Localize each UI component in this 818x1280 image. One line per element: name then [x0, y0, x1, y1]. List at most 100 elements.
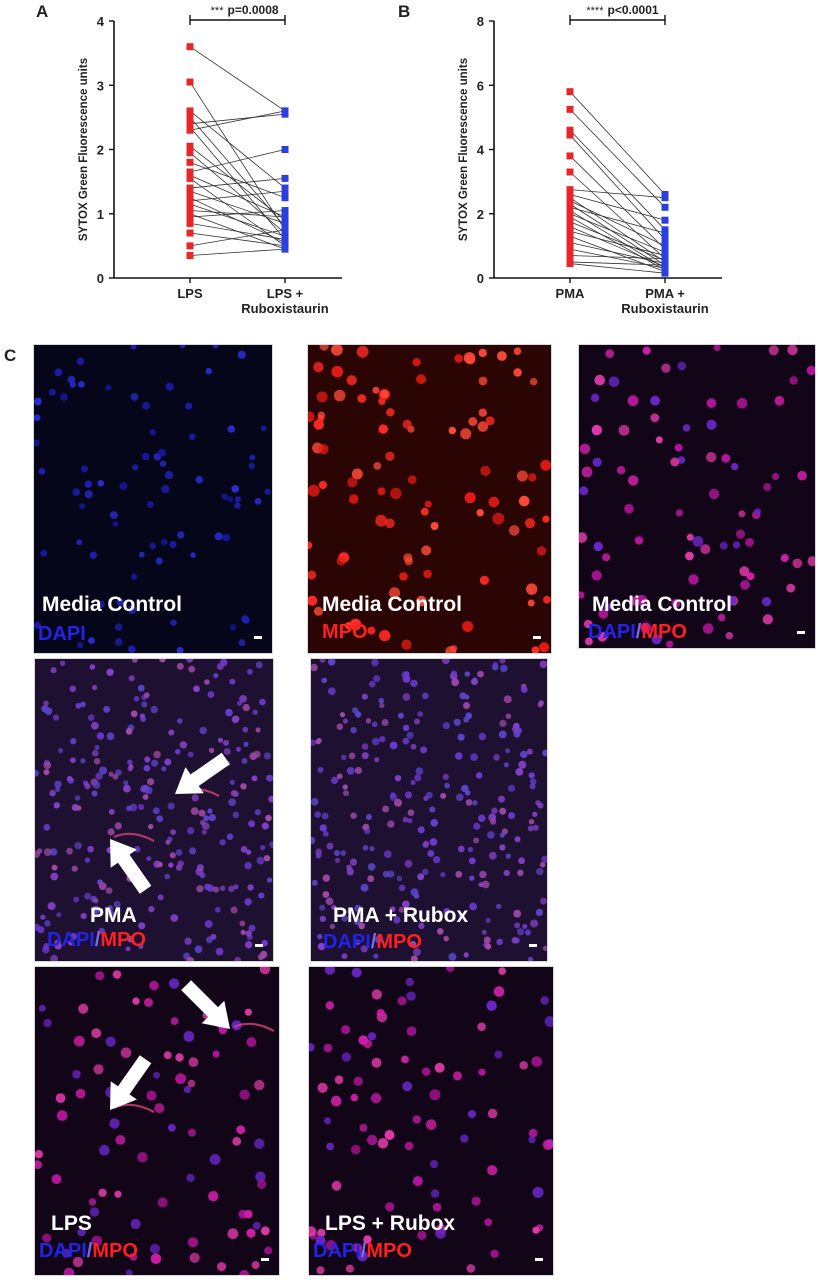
cell-nucleus	[401, 639, 412, 650]
cell-nucleus	[205, 367, 212, 375]
cell-nucleus	[43, 700, 49, 706]
cell-nucleus	[133, 696, 140, 702]
cell-nucleus	[528, 1136, 536, 1144]
point-group2	[281, 187, 289, 195]
cell-nucleus	[322, 874, 330, 882]
cell-nucleus	[47, 902, 56, 911]
cell-nucleus	[486, 1000, 497, 1011]
cell-nucleus	[69, 932, 78, 940]
stain-dapi: DAPI	[323, 931, 371, 953]
cell-nucleus	[35, 1150, 43, 1159]
cell-nucleus	[384, 518, 395, 529]
cell-nucleus	[797, 470, 807, 481]
cell-nucleus	[430, 1189, 440, 1198]
scale-bar	[529, 944, 537, 947]
cell-nucleus	[80, 912, 87, 920]
cell-nucleus	[161, 485, 170, 494]
cell-nucleus	[627, 475, 639, 486]
cell-nucleus	[84, 480, 93, 488]
point-group1	[186, 43, 194, 51]
cell-nucleus	[473, 822, 481, 830]
cell-nucleus	[478, 732, 487, 741]
cell-nucleus	[230, 906, 238, 914]
cell-nucleus	[157, 1197, 168, 1208]
cell-nucleus	[52, 714, 60, 721]
cell-nucleus	[529, 778, 537, 785]
cell-nucleus	[112, 970, 122, 979]
cell-nucleus	[532, 811, 538, 817]
cell-nucleus	[706, 398, 717, 408]
cell-nucleus	[229, 624, 237, 631]
cell-nucleus	[347, 908, 354, 915]
cell-nucleus	[360, 883, 369, 892]
cell-nucleus	[317, 411, 325, 419]
cell-nucleus	[517, 928, 525, 936]
pair-line	[569, 194, 666, 221]
cell-nucleus	[718, 613, 726, 622]
cell-nucleus	[127, 766, 133, 772]
cell-nucleus	[719, 541, 728, 550]
cell-nucleus	[114, 1190, 122, 1198]
cell-nucleus	[514, 922, 521, 929]
cell-nucleus	[125, 1269, 133, 1275]
cell-nucleus	[507, 784, 516, 792]
pair-line	[569, 261, 666, 266]
cell-nucleus	[54, 942, 62, 950]
cell-nucleus	[165, 839, 171, 845]
cell-nucleus	[774, 395, 785, 406]
cell-nucleus	[405, 977, 414, 987]
cell-nucleus	[70, 738, 77, 745]
cell-nucleus	[478, 408, 487, 417]
pair-line	[189, 190, 286, 202]
cell-nucleus	[427, 850, 435, 857]
cell-nucleus	[227, 1228, 239, 1240]
pair-line	[569, 242, 666, 264]
cell-nucleus	[231, 485, 240, 493]
cell-nucleus	[585, 637, 593, 646]
y-tick-label: 0	[97, 271, 104, 286]
cell-nucleus	[164, 470, 174, 480]
chart-a-lps: 0 1 2 3 4 SYTOX Green Fluorescence units LPS LP…	[78, 3, 342, 316]
cell-nucleus	[454, 354, 463, 363]
cell-nucleus	[239, 695, 248, 703]
cell-nucleus	[402, 419, 412, 429]
cell-nucleus	[217, 1262, 227, 1272]
cell-nucleus	[341, 1025, 351, 1035]
cell-nucleus	[317, 1228, 326, 1238]
cell-nucleus	[156, 815, 164, 823]
cell-nucleus	[245, 930, 252, 937]
cell-nucleus	[113, 900, 121, 909]
cell-nucleus	[410, 679, 418, 688]
cell-nucleus	[371, 737, 380, 746]
cell-nucleus	[151, 759, 159, 767]
cell-nucleus	[430, 820, 437, 827]
cell-nucleus	[353, 1076, 363, 1086]
cell-nucleus	[378, 424, 388, 434]
cell-nucleus	[383, 850, 392, 858]
cell-nucleus	[325, 1001, 334, 1010]
cell-nucleus	[80, 701, 86, 708]
cell-nucleus	[487, 1108, 498, 1119]
cell-nucleus	[309, 1226, 317, 1237]
cell-nucleus	[379, 629, 391, 642]
cell-nucleus	[378, 697, 385, 704]
cell-nucleus	[677, 456, 686, 464]
cell-nucleus	[421, 545, 432, 556]
cell-nucleus	[99, 1144, 110, 1156]
cell-nucleus	[74, 795, 81, 801]
stain-label: MPO	[322, 621, 368, 644]
cell-nucleus	[207, 691, 215, 698]
cell-nucleus	[61, 1248, 71, 1258]
cell-nucleus	[330, 1095, 342, 1107]
cell-nucleus	[91, 1028, 102, 1039]
point-group2	[281, 235, 289, 243]
cell-nucleus	[336, 556, 346, 566]
cell-nucleus	[423, 569, 432, 579]
point-group1	[566, 126, 574, 134]
cell-nucleus	[499, 719, 507, 727]
cell-nucleus	[483, 936, 491, 944]
cell-nucleus	[138, 551, 145, 558]
cell-nucleus	[42, 945, 50, 954]
cell-nucleus	[497, 351, 507, 361]
white-arrow-icon	[175, 752, 230, 794]
